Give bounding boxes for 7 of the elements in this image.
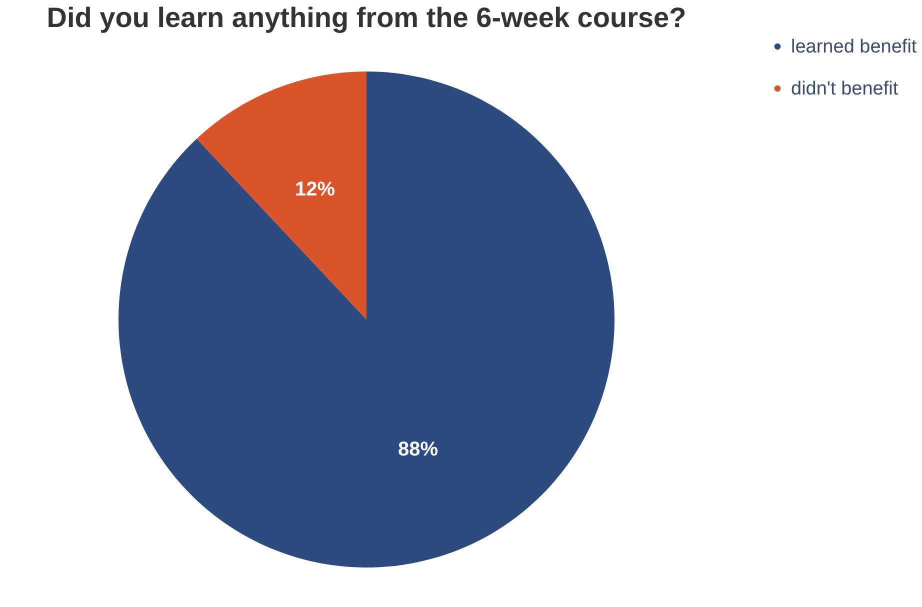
legend-label: didn't benefit: [791, 78, 899, 100]
pie-slice: [118, 72, 614, 568]
data-label: 88%: [398, 438, 438, 461]
data-label: 12%: [294, 178, 336, 200]
pie-slice: [196, 72, 366, 320]
chart-title: Did you learn anything from the 6-week course?: [46, 2, 686, 33]
legend-label: learned benefit: [791, 36, 918, 58]
